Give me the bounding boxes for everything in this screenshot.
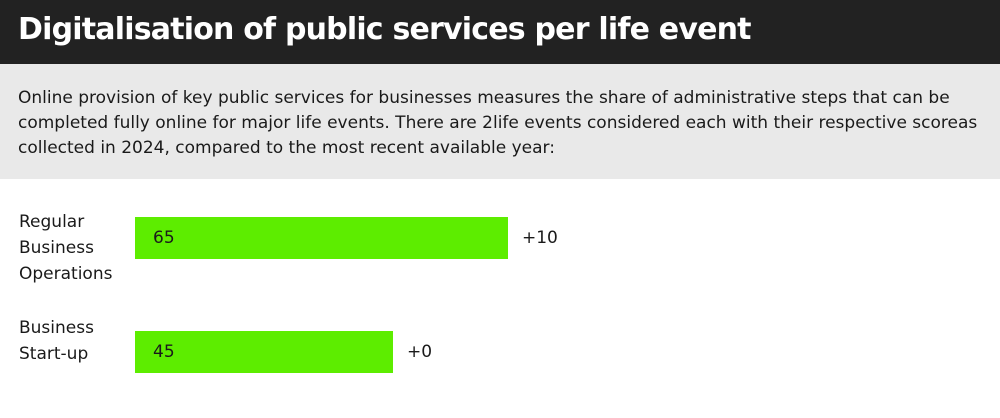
bar: 45	[135, 331, 393, 373]
bar-value-label: 65	[153, 228, 175, 248]
title-bar: Digitalisation of public services per li…	[0, 0, 1000, 64]
change-label: +0	[407, 342, 433, 362]
description-text: Online provision of key public services …	[18, 88, 978, 158]
bar-value-label: 45	[153, 342, 175, 362]
change-label: +10	[522, 228, 558, 248]
bar: 65	[135, 217, 508, 259]
bar-chart: Regular Business Operations 65 +10 Business…	[0, 179, 1000, 418]
category-label: Business Start-up	[19, 318, 94, 364]
category-label: Regular Business Operations	[19, 212, 113, 284]
page-title: Digitalisation of public services per li…	[18, 12, 752, 47]
description-panel: Online provision of key public services …	[0, 64, 1000, 179]
